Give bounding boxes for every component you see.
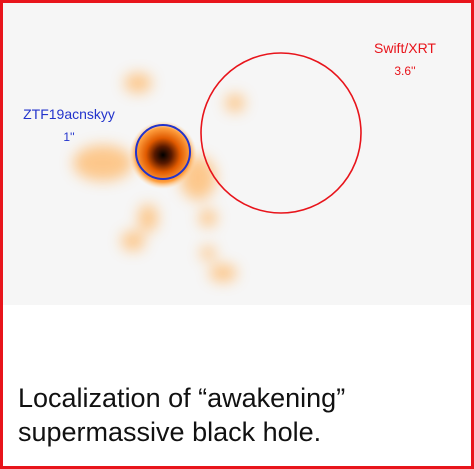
slide: Swift/XRT 3.6'' ZTF19acnskyy 1'' Localiz… <box>0 0 474 469</box>
ztf-name: ZTF19acnskyy <box>23 106 115 122</box>
caption-line: supermassive black hole. <box>18 415 345 449</box>
caption-line: Localization of “awakening” <box>18 381 345 415</box>
ztf-radius: 1'' <box>63 130 74 144</box>
xrt-radius: 3.6'' <box>394 64 415 78</box>
caption: Localization of “awakening” supermassive… <box>18 381 345 449</box>
xrt-name: Swift/XRT <box>374 40 436 56</box>
